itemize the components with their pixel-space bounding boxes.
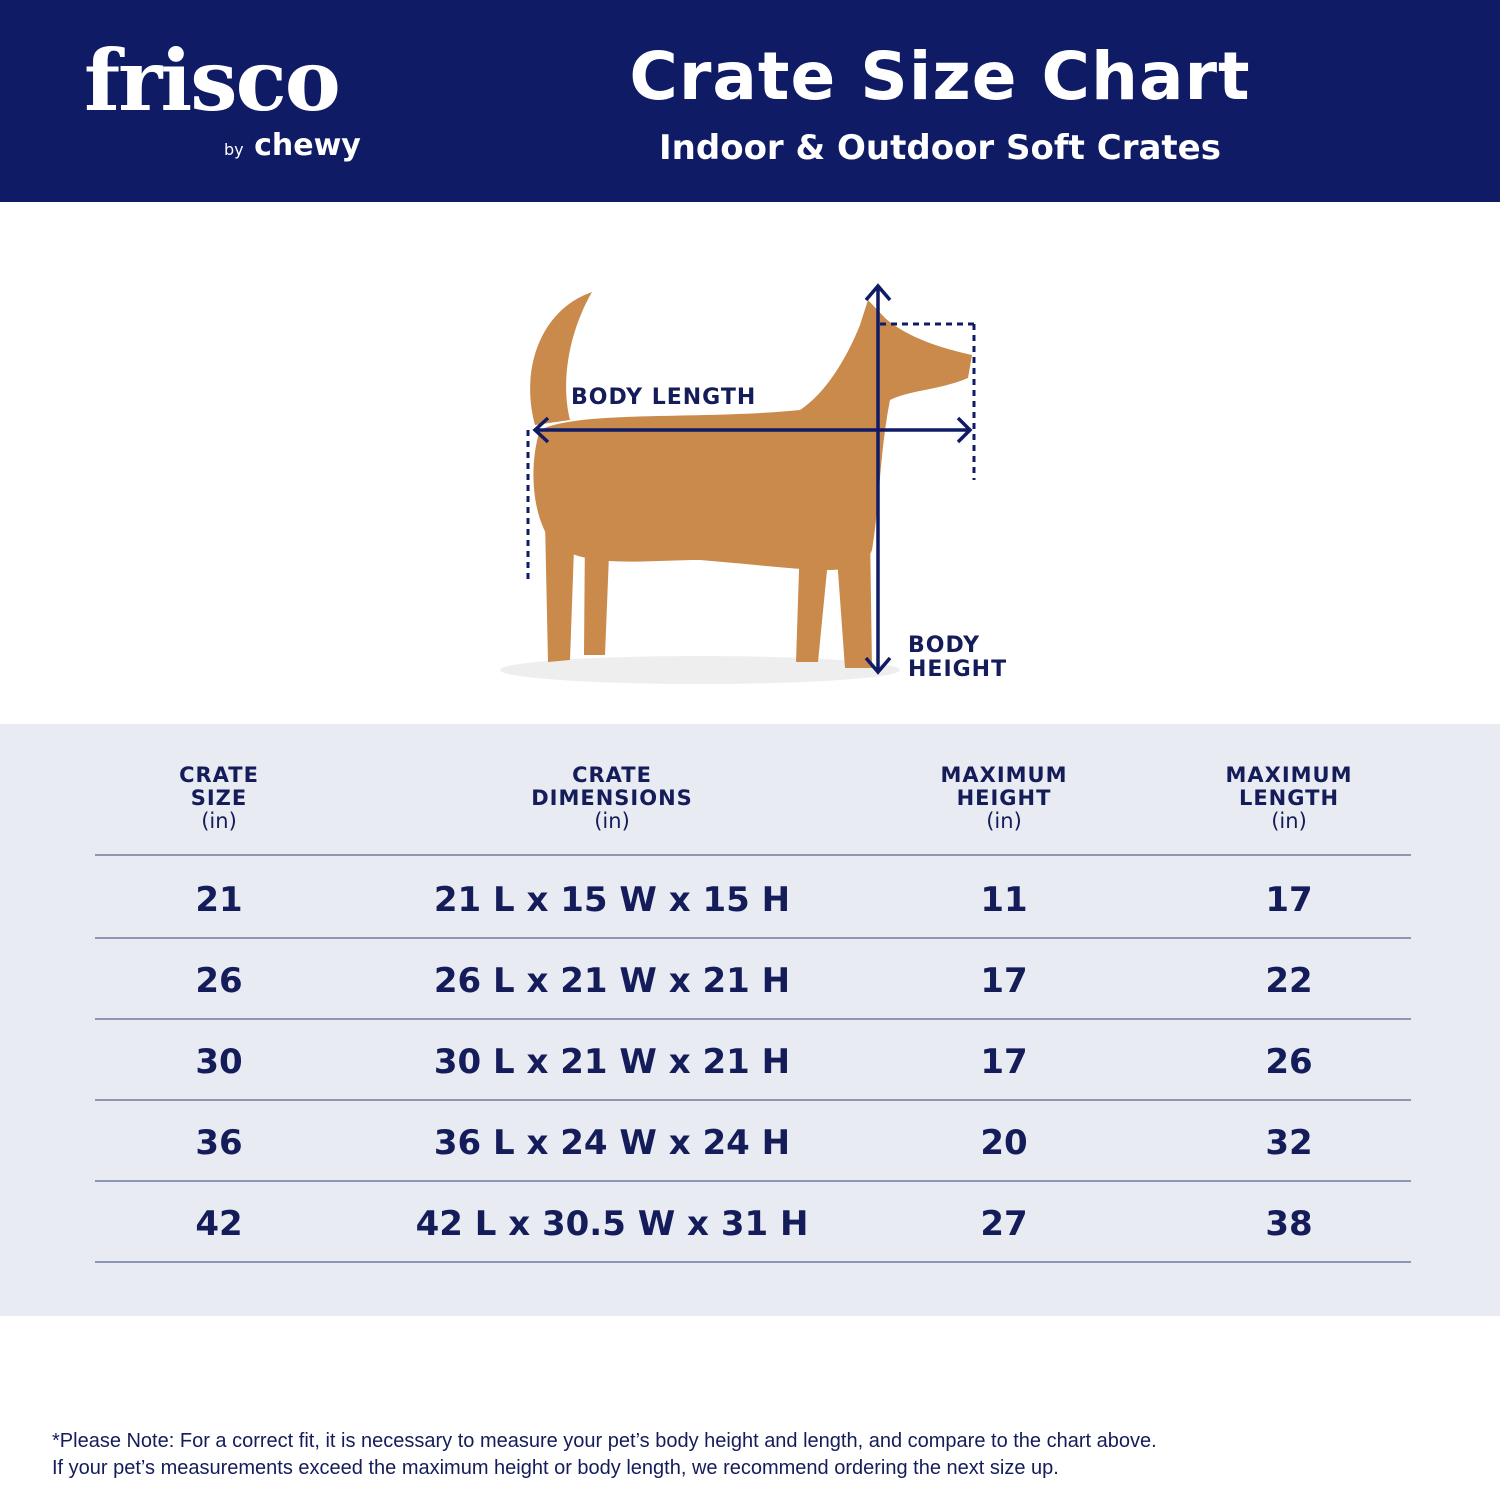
cell-crate-size: 21 [195,880,243,920]
header-banner: frisco by chewy Crate Size Chart Indoor … [0,0,1500,202]
cell-crate-dimensions: 26 L x 21 W x 21 H [433,961,791,1001]
frisco-logo: frisco by chewy [84,31,361,164]
table-row: 36 36 L x 24 W x 24 H 20 32 [95,1101,1411,1182]
cell-crate-dimensions: 30 L x 21 W x 21 H [433,1042,791,1082]
header-crate-size: CRATE SIZE (in) [179,763,259,833]
dog-illustration [500,283,976,684]
header-max-height: MAXIMUM HEIGHT (in) [940,763,1068,833]
table-row: 30 30 L x 21 W x 21 H 17 26 [95,1020,1411,1101]
cell-max-height: 11 [980,880,1028,920]
cell-crate-dimensions: 42 L x 30.5 W x 31 H [415,1204,809,1244]
dog-measurement-figure: BODY LENGTH BODY HEIGHT [500,270,1040,700]
table-row: 26 26 L x 21 W x 21 H 17 22 [95,939,1411,1020]
fit-note: *Please Note: For a correct fit, it is n… [52,1430,1157,1479]
table-row: 21 21 L x 15 W x 15 H 11 17 [95,858,1411,939]
body-height-label: BODY HEIGHT [908,633,1008,682]
cell-max-height: 20 [980,1123,1028,1163]
cell-crate-size: 30 [195,1042,243,1082]
page-subtitle: Indoor & Outdoor Soft Crates [659,128,1221,168]
table-row: 42 42 L x 30.5 W x 31 H 27 38 [95,1182,1411,1263]
cell-max-height: 17 [980,1042,1028,1082]
table-header: CRATE SIZE (in) CRATE DIMENSIONS (in) MAXIMU… [95,764,1411,856]
cell-crate-size: 26 [195,961,243,1001]
cell-crate-size: 36 [195,1123,243,1163]
header-crate-dimensions: CRATE DIMENSIONS (in) [531,763,693,833]
cell-crate-dimensions: 21 L x 15 W x 15 H [433,880,791,920]
cell-max-length: 22 [1265,961,1313,1001]
body-length-label: BODY LENGTH [571,385,757,410]
cell-max-length: 17 [1265,880,1313,920]
header-max-length: MAXIMUM LENGTH (in) [1225,763,1353,833]
cell-max-height: 27 [980,1204,1028,1244]
cell-max-length: 38 [1265,1204,1313,1244]
cell-max-height: 17 [980,961,1028,1001]
cell-crate-size: 42 [195,1204,243,1244]
cell-crate-dimensions: 36 L x 24 W x 24 H [433,1123,791,1163]
size-table: CRATE SIZE (in) CRATE DIMENSIONS (in) MAXIMU… [0,724,1500,1316]
cell-max-length: 32 [1265,1123,1313,1163]
page-title: Crate Size Chart [629,38,1251,115]
cell-max-length: 26 [1265,1042,1313,1082]
